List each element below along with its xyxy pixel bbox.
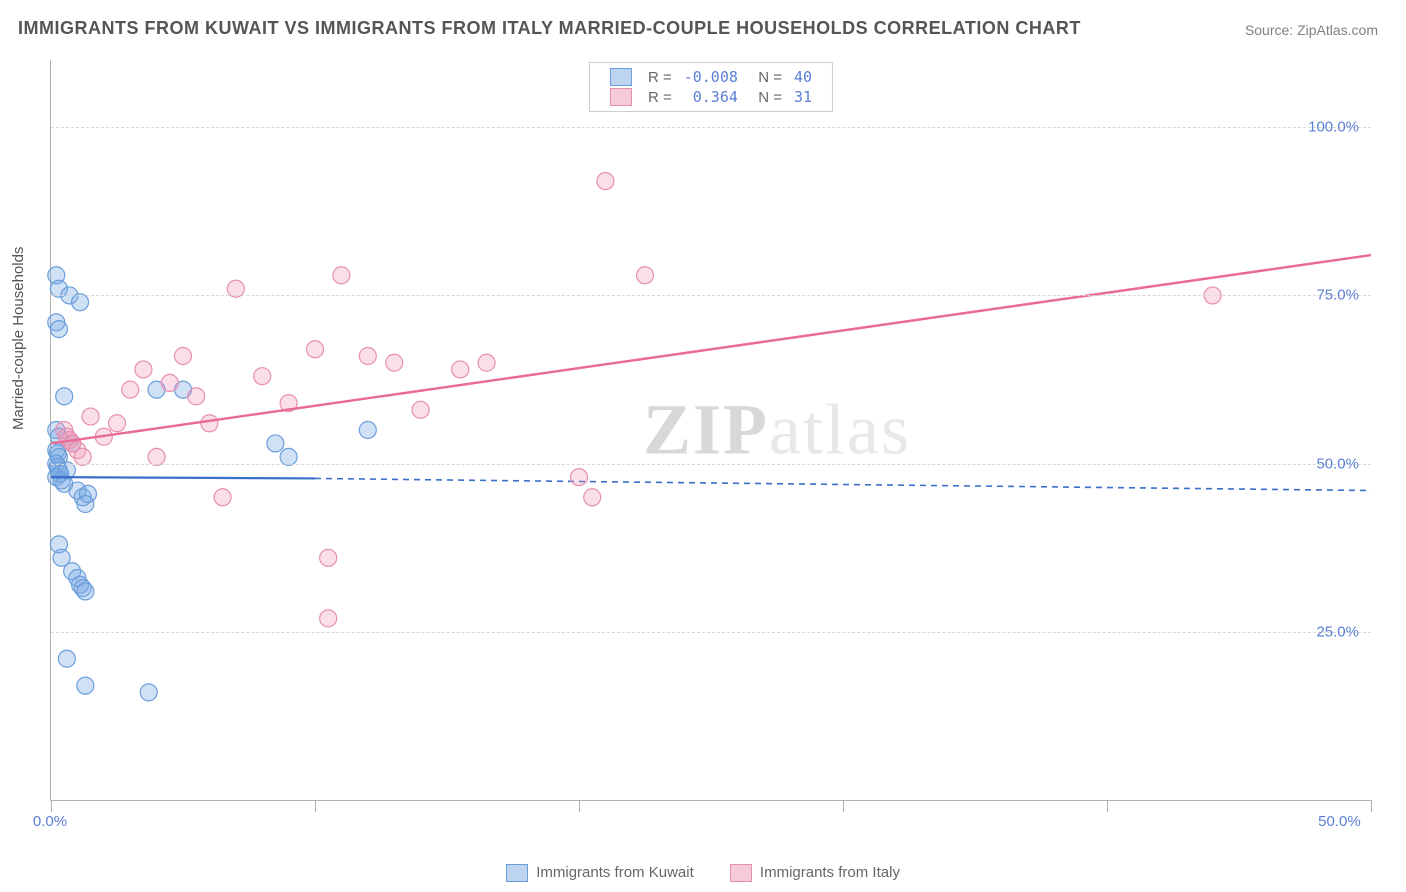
data-point xyxy=(320,549,337,566)
x-tick xyxy=(1107,800,1108,812)
data-point xyxy=(140,684,157,701)
legend-bottom: Immigrants from Kuwait Immigrants from I… xyxy=(0,864,1406,882)
data-point xyxy=(50,321,67,338)
data-point xyxy=(320,610,337,627)
x-tick-label: 50.0% xyxy=(1318,813,1361,830)
data-point xyxy=(452,361,469,378)
x-tick xyxy=(1371,800,1372,812)
legend-stat-label: R = xyxy=(642,87,678,107)
data-point xyxy=(56,388,73,405)
trend-line xyxy=(51,255,1371,443)
data-point xyxy=(412,401,429,418)
y-tick-label: 100.0% xyxy=(1308,119,1359,136)
y-axis-label: Married-couple Households xyxy=(10,247,27,430)
legend-label: Immigrants from Kuwait xyxy=(536,864,694,881)
legend-stat-label: R = xyxy=(642,67,678,87)
data-point xyxy=(637,267,654,284)
data-point xyxy=(333,267,350,284)
legend-correlation-box: R =-0.008 N =40 R =0.364 N =31 xyxy=(589,62,833,112)
y-tick-label: 25.0% xyxy=(1316,623,1359,640)
data-point xyxy=(109,415,126,432)
x-tick xyxy=(315,800,316,812)
gridline xyxy=(51,464,1371,465)
legend-swatch xyxy=(506,864,528,882)
data-point xyxy=(584,489,601,506)
data-point xyxy=(214,489,231,506)
data-point xyxy=(359,422,376,439)
x-tick xyxy=(51,800,52,812)
scatter-svg xyxy=(51,60,1371,800)
legend-n-value: 31 xyxy=(788,87,818,107)
data-point xyxy=(161,374,178,391)
x-tick-label: 0.0% xyxy=(33,813,67,830)
legend-item: Immigrants from Italy xyxy=(730,864,900,882)
gridline xyxy=(51,632,1371,633)
data-point xyxy=(135,361,152,378)
trend-line xyxy=(51,477,315,478)
source-label: Source: ZipAtlas.com xyxy=(1245,22,1378,38)
data-point xyxy=(267,435,284,452)
legend-stat-label: N = xyxy=(744,67,788,87)
data-point xyxy=(188,388,205,405)
x-tick xyxy=(843,800,844,812)
data-point xyxy=(597,173,614,190)
legend-swatch xyxy=(730,864,752,882)
data-point xyxy=(478,354,495,371)
data-point xyxy=(359,348,376,365)
gridline xyxy=(51,127,1371,128)
chart-plot-area: ZIPatlas R =-0.008 N =40R =0.364 N =31 2… xyxy=(50,60,1371,801)
chart-title: IMMIGRANTS FROM KUWAIT VS IMMIGRANTS FRO… xyxy=(18,18,1081,39)
x-tick xyxy=(579,800,580,812)
legend-label: Immigrants from Italy xyxy=(760,864,900,881)
data-point xyxy=(58,650,75,667)
data-point xyxy=(77,677,94,694)
gridline xyxy=(51,295,1371,296)
data-point xyxy=(122,381,139,398)
y-tick-label: 50.0% xyxy=(1316,455,1359,472)
data-point xyxy=(307,341,324,358)
data-point xyxy=(254,368,271,385)
legend-swatch xyxy=(610,88,632,106)
trend-line-dashed xyxy=(315,478,1371,490)
data-point xyxy=(77,583,94,600)
data-point xyxy=(175,348,192,365)
legend-stat-label: N = xyxy=(744,87,788,107)
legend-item: Immigrants from Kuwait xyxy=(506,864,694,882)
data-point xyxy=(201,415,218,432)
data-point xyxy=(79,485,96,502)
legend-r-value: 0.364 xyxy=(678,87,744,107)
legend-n-value: 40 xyxy=(788,67,818,87)
legend-r-value: -0.008 xyxy=(678,67,744,87)
legend-swatch xyxy=(610,68,632,86)
y-tick-label: 75.0% xyxy=(1316,287,1359,304)
data-point xyxy=(82,408,99,425)
data-point xyxy=(386,354,403,371)
data-point xyxy=(571,469,588,486)
